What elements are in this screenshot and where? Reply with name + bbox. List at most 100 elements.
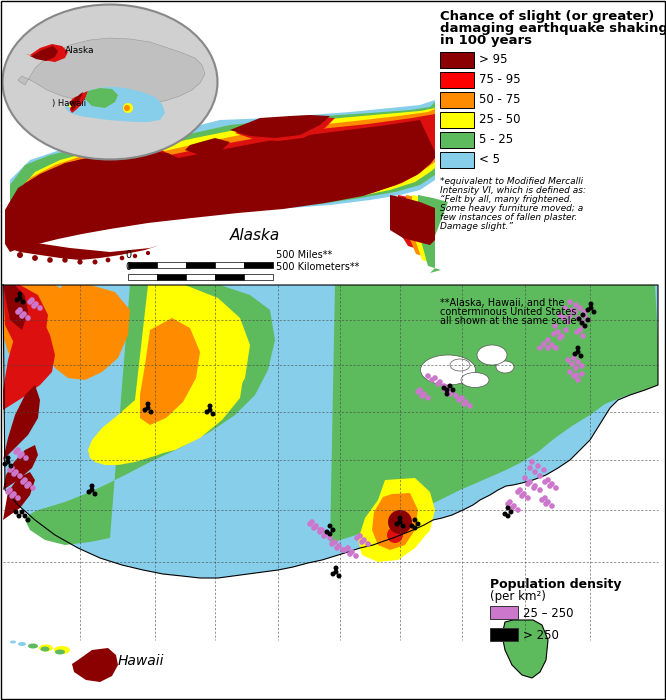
Ellipse shape: [18, 642, 26, 646]
Circle shape: [569, 361, 575, 367]
Circle shape: [9, 463, 13, 468]
Circle shape: [400, 524, 406, 528]
Circle shape: [557, 335, 563, 341]
Text: Intensity VI, which is defined as:: Intensity VI, which is defined as:: [440, 186, 586, 195]
Circle shape: [573, 302, 579, 308]
Text: 50 - 75: 50 - 75: [479, 93, 521, 106]
Circle shape: [319, 527, 325, 533]
Circle shape: [450, 388, 456, 393]
Text: ) Hawaii: ) Hawaii: [52, 99, 86, 108]
Polygon shape: [72, 648, 118, 682]
Text: < 5: < 5: [479, 153, 500, 166]
Circle shape: [575, 377, 581, 383]
Bar: [490, 628, 518, 641]
Circle shape: [583, 323, 587, 328]
Polygon shape: [3, 285, 658, 578]
Ellipse shape: [54, 646, 70, 654]
Circle shape: [77, 260, 83, 265]
Ellipse shape: [39, 645, 53, 652]
Circle shape: [354, 536, 360, 541]
Circle shape: [581, 323, 587, 329]
Bar: [244, 262, 273, 268]
Polygon shape: [185, 138, 230, 155]
Polygon shape: [3, 472, 35, 520]
Circle shape: [527, 466, 533, 471]
Bar: [0, 0, 666, 285]
Circle shape: [349, 550, 355, 555]
Circle shape: [503, 512, 507, 517]
Circle shape: [575, 359, 581, 365]
Circle shape: [577, 316, 581, 321]
Circle shape: [93, 260, 97, 265]
Circle shape: [149, 410, 153, 414]
Circle shape: [359, 539, 365, 545]
Circle shape: [545, 337, 551, 343]
Circle shape: [579, 321, 585, 326]
Circle shape: [562, 305, 568, 311]
Circle shape: [328, 531, 332, 536]
Polygon shape: [25, 44, 68, 62]
Circle shape: [412, 526, 418, 531]
Circle shape: [571, 355, 577, 360]
Circle shape: [442, 387, 448, 393]
Polygon shape: [3, 305, 55, 410]
Circle shape: [445, 385, 451, 391]
Polygon shape: [3, 285, 48, 355]
Circle shape: [561, 315, 567, 321]
Circle shape: [324, 529, 330, 535]
Text: Hawaii: Hawaii: [118, 654, 165, 668]
Circle shape: [410, 524, 414, 528]
Polygon shape: [145, 320, 245, 455]
Circle shape: [444, 391, 450, 396]
Circle shape: [553, 485, 559, 491]
Circle shape: [425, 373, 431, 379]
Circle shape: [429, 377, 435, 383]
Circle shape: [5, 489, 11, 495]
Circle shape: [574, 329, 580, 335]
Circle shape: [25, 517, 31, 522]
Polygon shape: [358, 478, 435, 562]
Polygon shape: [71, 92, 83, 111]
Circle shape: [541, 467, 547, 473]
Circle shape: [309, 519, 315, 525]
Ellipse shape: [41, 647, 49, 652]
Polygon shape: [3, 285, 80, 372]
Polygon shape: [418, 195, 448, 273]
Circle shape: [146, 251, 150, 255]
Circle shape: [535, 463, 541, 469]
Circle shape: [13, 510, 19, 514]
Circle shape: [145, 405, 151, 410]
Polygon shape: [48, 285, 130, 380]
Circle shape: [543, 501, 549, 507]
Circle shape: [87, 489, 91, 494]
Circle shape: [417, 387, 423, 393]
Circle shape: [27, 299, 33, 304]
Bar: [215, 274, 244, 280]
Circle shape: [563, 327, 569, 332]
Circle shape: [19, 313, 25, 319]
Polygon shape: [70, 91, 88, 113]
Circle shape: [552, 323, 558, 329]
Circle shape: [334, 545, 340, 551]
Text: 25 – 250: 25 – 250: [523, 607, 573, 620]
Circle shape: [525, 481, 531, 486]
Circle shape: [567, 369, 573, 375]
Circle shape: [17, 473, 23, 479]
Text: 500 Kilometers**: 500 Kilometers**: [276, 262, 360, 272]
Polygon shape: [398, 195, 435, 253]
Circle shape: [15, 447, 21, 453]
Circle shape: [106, 258, 111, 262]
Polygon shape: [10, 108, 435, 237]
Circle shape: [412, 517, 418, 522]
Text: Alaska: Alaska: [230, 228, 280, 243]
Circle shape: [24, 483, 30, 489]
Circle shape: [509, 510, 513, 514]
Circle shape: [549, 342, 555, 348]
Circle shape: [545, 499, 551, 505]
Circle shape: [17, 514, 21, 519]
Circle shape: [398, 515, 402, 521]
Circle shape: [365, 541, 371, 547]
Circle shape: [17, 291, 23, 297]
Circle shape: [17, 307, 23, 313]
Polygon shape: [10, 100, 435, 230]
